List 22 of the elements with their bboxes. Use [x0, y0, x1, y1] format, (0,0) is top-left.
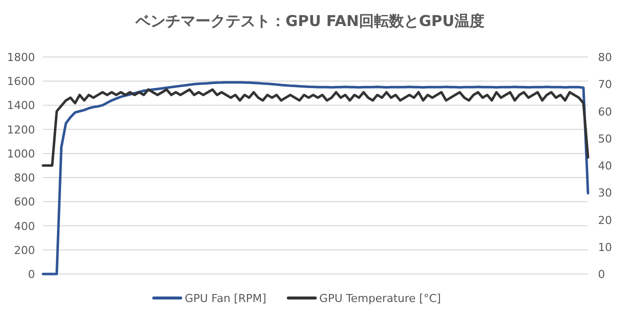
- y-tick-label: 1600: [7, 75, 35, 88]
- y-tick-label: 400: [14, 220, 35, 233]
- legend-label: GPU Fan [RPM]: [184, 292, 266, 305]
- y-tick-label: 200: [14, 244, 35, 257]
- y2-tick-label: 10: [598, 240, 612, 254]
- y2-tick-label: 40: [598, 160, 612, 172]
- y-tick-label: 800: [14, 172, 35, 185]
- y2-tick-label: 50: [598, 132, 612, 146]
- y2-tick-label: 20: [598, 214, 612, 227]
- y2-tick-label: 0: [598, 268, 605, 281]
- y-tick-label: 0: [28, 268, 35, 281]
- chart-title: ベンチマークテスト：GPU FAN回転数とGPU温度: [134, 12, 484, 30]
- y2-tick-label: 60: [598, 105, 612, 118]
- y2-tick-label: 30: [598, 186, 612, 200]
- y-tick-label: 1400: [7, 99, 35, 112]
- legend-label: GPU Temperature [°C]: [319, 292, 441, 305]
- y-tick-label: 1000: [7, 147, 35, 160]
- y2-tick-label: 80: [598, 51, 612, 64]
- y2-tick-label: 70: [598, 78, 612, 92]
- y-tick-label: 600: [14, 196, 35, 209]
- y-tick-label: 1200: [7, 123, 35, 136]
- y-tick-label: 1800: [7, 51, 35, 64]
